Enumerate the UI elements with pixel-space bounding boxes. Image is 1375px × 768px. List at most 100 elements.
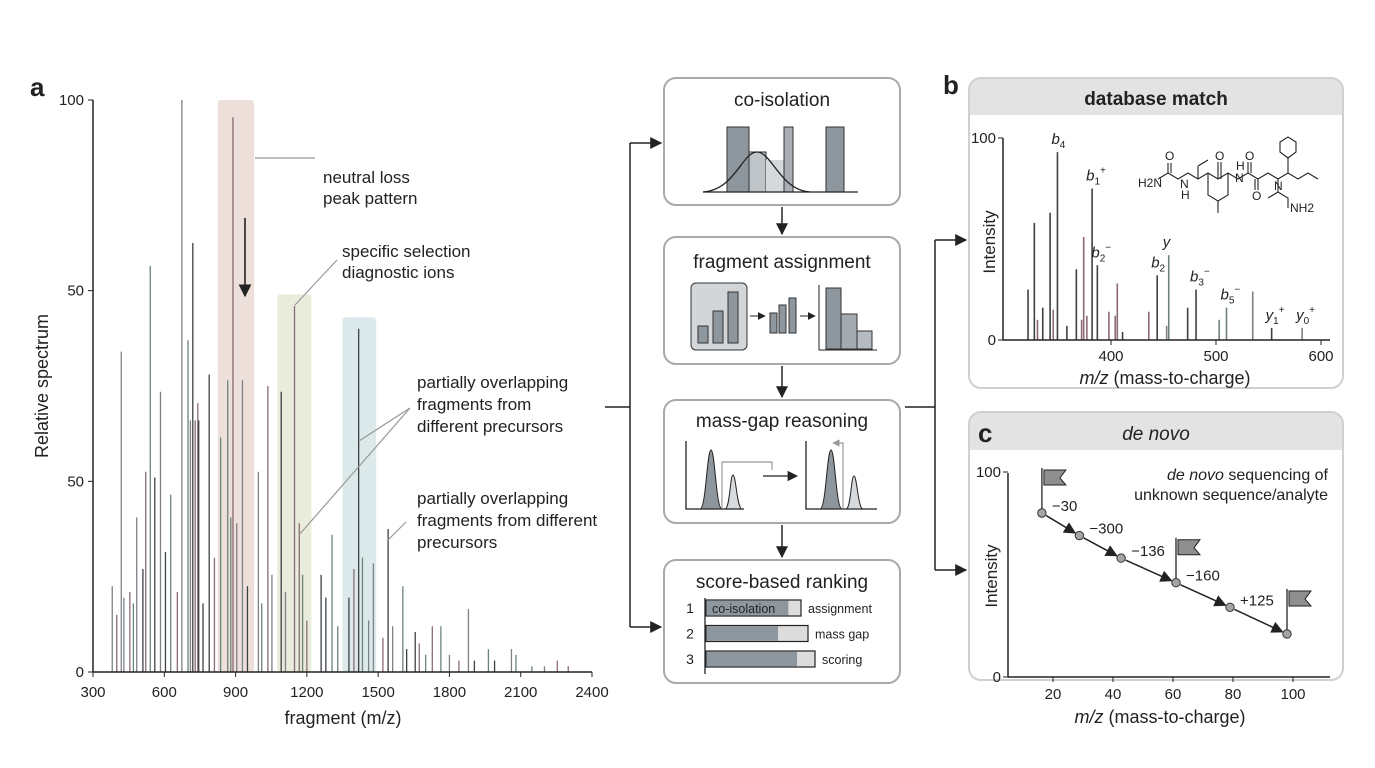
- x-axis-label-rest: (mass-to-charge): [1108, 368, 1250, 388]
- flag-icon: [1041, 468, 1067, 513]
- svg-text:H: H: [1181, 188, 1190, 202]
- mass-gap-label: −160: [1186, 568, 1220, 585]
- panel-b: b database match b4 b1+ b2− y b2 b3− b5− y1+ y0+…: [943, 70, 1344, 389]
- ion-label: y1+: [1265, 305, 1285, 327]
- ion-label: b1+: [1086, 166, 1106, 188]
- step-title: mass-gap reasoning: [696, 411, 868, 432]
- score-label: assignment: [808, 602, 872, 616]
- x-tick-label: 1800: [433, 684, 466, 701]
- data-point: [1037, 508, 1047, 518]
- annotation-leader: [298, 407, 411, 536]
- x-tick-label: 2100: [504, 684, 537, 701]
- x-axis-label-italic: m/z: [1079, 368, 1108, 388]
- data-point: [1225, 602, 1235, 612]
- path-segment: [1083, 537, 1118, 557]
- annotation-overlap-2a: partially overlapping: [417, 489, 568, 508]
- co-isolation-icon: [702, 126, 858, 193]
- ranking-row-2: 2 mass gap: [686, 624, 869, 643]
- y-tick-label: 0: [993, 669, 1001, 686]
- path-segment: [1234, 608, 1284, 633]
- annotation-leader: [358, 407, 411, 442]
- step-title: co-isolation: [734, 90, 830, 111]
- panel-c-note-1: de novo sequencing of: [1167, 467, 1329, 484]
- y-tick-label: 100: [971, 130, 996, 147]
- highlight-region-blue: [342, 317, 377, 672]
- fragment-assignment-icon: [690, 282, 877, 351]
- y-tick-label: 100: [59, 92, 84, 109]
- ion-label: b5−: [1221, 285, 1241, 307]
- x-tick-label: 60: [1165, 686, 1182, 703]
- x-tick-label: 2400: [575, 684, 608, 701]
- rank-number: 3: [686, 651, 694, 667]
- panel-c-note-2: unknown sequence/analyte: [1134, 487, 1328, 504]
- y-tick-label: 100: [976, 464, 1001, 481]
- data-point: [1171, 578, 1181, 588]
- svg-text:H2N: H2N: [1138, 176, 1162, 190]
- x-tick-label: 1200: [290, 684, 323, 701]
- panel-a: a 300 600 900 1200 1500 1800 2100 240005050100 …: [30, 72, 609, 728]
- x-axis-label: fragment (m/z): [284, 708, 401, 728]
- path-segment: [1180, 584, 1227, 607]
- y-tick-label: 0: [988, 332, 996, 349]
- path-segment: [1045, 514, 1077, 534]
- annotation-overlap-2c: precursors: [417, 533, 497, 552]
- ranking-rows: 1 co-isolation assignment 2 mass gap 3 scoring: [686, 599, 872, 668]
- ion-labels: b4 b1+ b2− y b2 b3− b5− y1+ y0+: [1051, 131, 1315, 327]
- flow-connectors: [605, 137, 968, 633]
- x-tick-label: 20: [1045, 686, 1062, 703]
- workflow-step-co-isolation: co-isolation: [663, 77, 901, 206]
- svg-text:H: H: [1236, 159, 1245, 173]
- x-tick-label: 600: [1308, 348, 1333, 365]
- structure-labels: H2N N H O O N H O O N NH2: [1138, 149, 1314, 215]
- panel-c-title: de novo: [1122, 424, 1190, 445]
- workflow-step-fragment-assignment: fragment assignment: [663, 236, 901, 365]
- score-bar-inner-label: co-isolation: [712, 602, 775, 616]
- flag-icon: [1175, 537, 1202, 583]
- panel-c: c de novo de novo sequencing of unknown …: [968, 411, 1344, 727]
- svg-text:N: N: [1180, 177, 1189, 191]
- panel-label-a: a: [30, 72, 45, 102]
- spectrum-peaks: [111, 100, 569, 672]
- highlight-region-pink: [217, 100, 255, 672]
- mass-gap-label: −300: [1089, 521, 1123, 538]
- svg-text:O: O: [1245, 149, 1254, 163]
- score-bar-fill: [706, 600, 789, 616]
- annotation-neutral-loss-2: peak pattern: [323, 189, 418, 208]
- ion-label: b2: [1151, 254, 1165, 274]
- score-bar-fill: [706, 626, 778, 641]
- x-tick-label: 100: [1280, 686, 1305, 703]
- x-tick-label: 900: [223, 684, 248, 701]
- x-axis-label: m/z (mass-to-charge): [1079, 368, 1250, 388]
- ranking-row-1: 1 co-isolation assignment: [686, 599, 872, 617]
- y-axis-label: Relative spectrum: [32, 314, 52, 458]
- x-tick-label: 40: [1105, 686, 1122, 703]
- step-title: fragment assignment: [693, 252, 871, 273]
- axis-ticks: 400 500 600 0 100: [971, 130, 1334, 365]
- de-novo-path: −30 −300 −136 −160 +125: [1037, 468, 1313, 639]
- axis-ticks: 20 40 60 80 100 0 100: [976, 464, 1306, 703]
- score-bar-fill: [706, 651, 798, 667]
- flag-icon: [1286, 588, 1313, 634]
- chemical-structure: [1157, 136, 1319, 213]
- ranking-row-3: 3 scoring: [686, 650, 862, 668]
- ms2-peaks: [1027, 152, 1303, 340]
- annotation-overlap-2b: fragments from different: [417, 511, 597, 530]
- ion-label: b4: [1051, 131, 1065, 151]
- mass-gap-label: +125: [1240, 592, 1274, 609]
- data-point: [1074, 530, 1085, 541]
- score-label: scoring: [822, 653, 862, 667]
- workflow-step-score-based-ranking: score-based ranking 1 co-isolation assignm…: [663, 559, 901, 684]
- x-tick-label: 1500: [361, 684, 394, 701]
- annotation-overlap-1c: different precursors: [417, 417, 563, 436]
- x-tick-label: 600: [152, 684, 177, 701]
- ion-label: b3−: [1190, 267, 1210, 289]
- svg-text:N: N: [1235, 171, 1244, 185]
- mass-gap-label: −30: [1052, 498, 1077, 515]
- annotation-leader: [387, 521, 407, 541]
- score-label: mass gap: [815, 628, 869, 642]
- svg-text:N: N: [1274, 179, 1283, 193]
- svg-text:O: O: [1252, 189, 1261, 203]
- rank-number: 2: [686, 626, 694, 642]
- annotation-overlap-1a: partially overlapping: [417, 373, 568, 392]
